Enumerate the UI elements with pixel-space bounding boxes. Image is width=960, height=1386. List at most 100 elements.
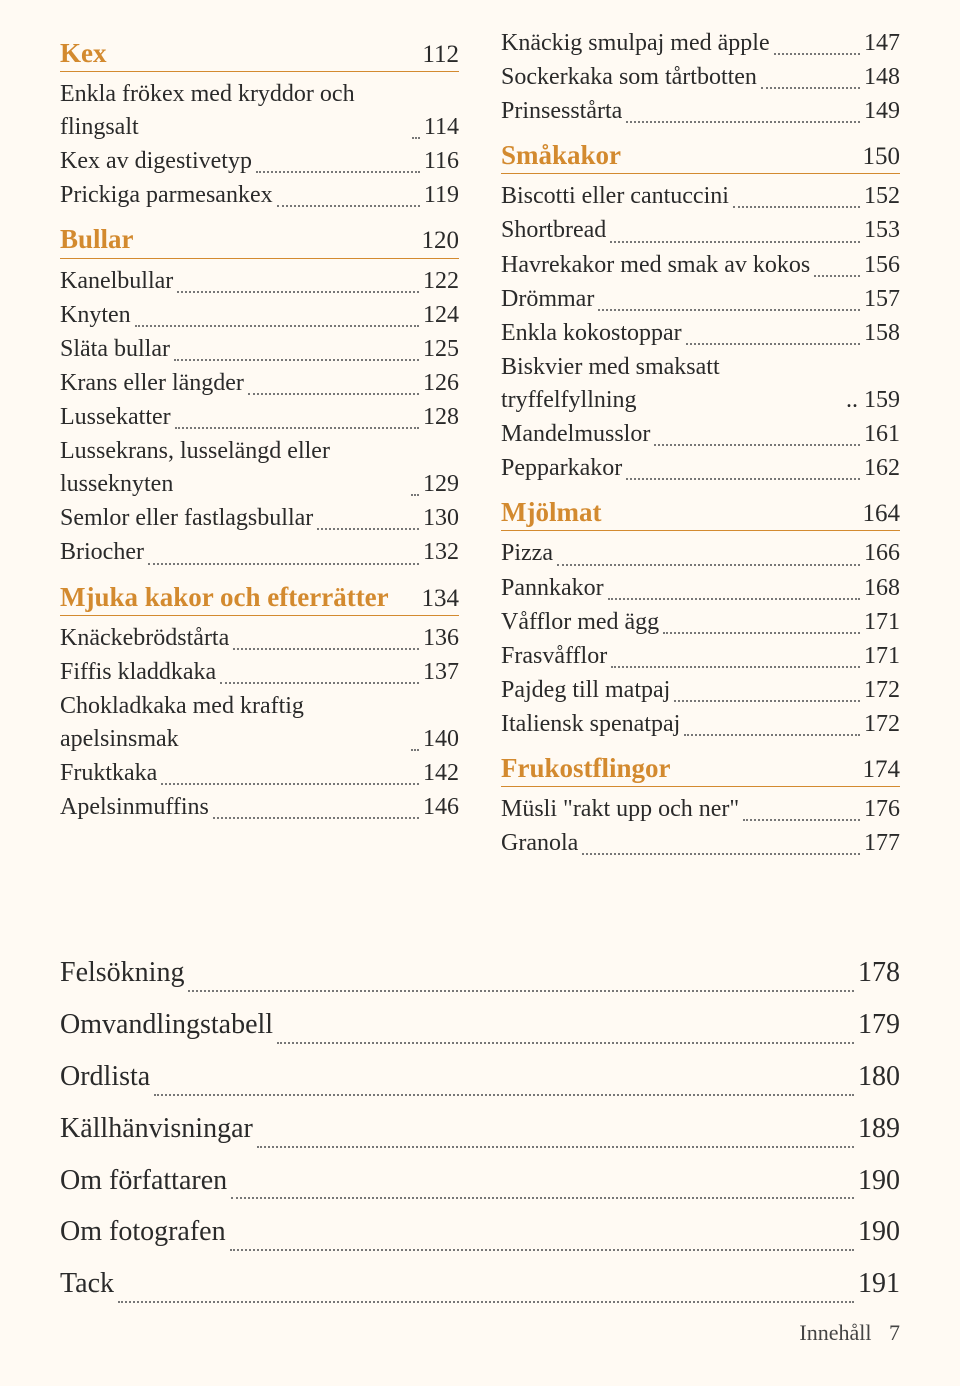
toc-entry-leader-dots <box>257 1146 854 1148</box>
toc-entry: Våfflor med ägg171 <box>501 606 900 639</box>
toc-entry-page: 119 <box>424 179 459 212</box>
toc-entry-label: Prickiga parmesankex <box>60 179 273 212</box>
toc-entry: Knyten124 <box>60 299 459 332</box>
toc-section-page: 150 <box>863 143 901 171</box>
toc-entry-page: 132 <box>423 536 459 569</box>
toc-entry-leader-dots <box>175 406 419 429</box>
toc-entry-label: Våfflor med ägg <box>501 606 659 639</box>
toc-entry-page: 146 <box>423 791 459 824</box>
toc-section-title: Mjölmat <box>501 497 601 528</box>
toc-entry: Biscotti eller cantuccini152 <box>501 180 900 213</box>
toc-entry-label: Ordlista <box>60 1051 150 1103</box>
toc-entry: Enkla frökex med kryddor och flingsalt 11… <box>60 78 459 144</box>
toc-entry: Om författaren190 <box>60 1155 900 1207</box>
toc-entry-page: 180 <box>858 1051 900 1103</box>
toc-entry: Pannkakor168 <box>501 572 900 605</box>
toc-section-page: 164 <box>863 500 901 528</box>
toc-entry: Briocher132 <box>60 536 459 569</box>
toc-entry: Om fotografen190 <box>60 1206 900 1258</box>
toc-entry: Kanelbullar122 <box>60 265 459 298</box>
toc-entry-label: Tack <box>60 1258 114 1310</box>
toc-entry: Enkla kokostoppar158 <box>501 317 900 350</box>
toc-entry-label: Enkla frökex med kryddor och flingsalt <box>60 78 408 144</box>
toc-entry-label: Chokladkaka med kraftig apelsinsmak <box>60 690 407 756</box>
toc-entry-page: 149 <box>864 95 900 128</box>
toc-entry-label: Mandelmusslor <box>501 418 650 451</box>
toc-entry-leader-dots <box>233 627 419 650</box>
toc-appendix: Felsökning178Omvandlingstabell179Ordlist… <box>60 947 900 1310</box>
toc-entry-page: 114 <box>424 111 459 144</box>
toc-entry-label: Drömmar <box>501 283 594 316</box>
toc-entry-page: 125 <box>423 333 459 366</box>
footer-label: Innehåll <box>799 1320 871 1345</box>
toc-entry: Ordlista 180 <box>60 1051 900 1103</box>
toc-entry-page: 157 <box>864 283 900 316</box>
toc-entry-leader-dots <box>412 116 420 139</box>
toc-entry-leader-dots <box>231 1197 854 1199</box>
toc-entry-leader-dots <box>610 220 860 243</box>
toc-section-heading: Bullar120 <box>60 224 459 258</box>
toc-entry-leader-dots <box>118 1301 854 1303</box>
toc-entry-label: Fiffis kladdkaka <box>60 656 216 689</box>
toc-section-title: Mjuka kakor och efterrätter <box>60 582 389 613</box>
toc-section-title: Kex <box>60 38 107 69</box>
toc-entry-label: Om fotografen <box>60 1206 226 1258</box>
footer-page-number: 7 <box>889 1320 900 1345</box>
toc-section-page: 120 <box>422 227 460 255</box>
toc-entry-page: 166 <box>864 537 900 570</box>
toc-entry-label: Prinsesstårta <box>501 95 622 128</box>
toc-entry-label: Semlor eller fastlagsbullar <box>60 502 313 535</box>
toc-entry-page: 137 <box>423 656 459 689</box>
toc-entry-label: Släta bullar <box>60 333 170 366</box>
toc-entry-leader-dots <box>582 833 860 856</box>
toc-entry-leader-dots <box>154 1094 854 1096</box>
toc-entry: Sockerkaka som tårtbotten148 <box>501 61 900 94</box>
toc-entry: Biskvier med smaksatt tryffelfyllning.. … <box>501 351 900 417</box>
toc-entry-page: 153 <box>864 214 900 247</box>
toc-entry-label: Biscotti eller cantuccini <box>501 180 729 213</box>
toc-entry-label: Italiensk spenatpaj <box>501 708 680 741</box>
toc-entry-page: 171 <box>864 640 900 673</box>
toc-entry-label: Sockerkaka som tårtbotten <box>501 61 757 94</box>
toc-entry-page: 172 <box>864 674 900 707</box>
toc-entry: Lussekrans, lusselängd eller lusseknyten… <box>60 435 459 501</box>
toc-entry-leader-dots <box>174 338 419 361</box>
toc-entry-page: 161 <box>864 418 900 451</box>
toc-section-heading: Kex112 <box>60 38 459 72</box>
toc-entry: Krans eller längder126 <box>60 367 459 400</box>
toc-entry: Frasvåfflor 171 <box>501 640 900 673</box>
toc-entry-page: 129 <box>423 468 459 501</box>
toc-entry-label: Lussekatter <box>60 401 171 434</box>
toc-entry-label: Om författaren <box>60 1155 227 1207</box>
toc-entry-label: Pepparkakor <box>501 452 622 485</box>
toc-entry-leader-dots <box>626 458 860 481</box>
toc-section-title: Frukostflingor <box>501 753 671 784</box>
toc-entry-leader-dots <box>557 543 860 566</box>
toc-entry-label: Felsökning <box>60 947 184 999</box>
toc-entry-label: Apelsinmuffins <box>60 791 209 824</box>
toc-entry-page: 177 <box>864 827 900 860</box>
toc-entry-label: Frasvåfflor <box>501 640 607 673</box>
toc-entry-leader-dots <box>411 728 419 751</box>
toc-entry-leader-dots <box>774 32 860 55</box>
toc-entry-label: Biskvier med smaksatt tryffelfyllning <box>501 351 846 417</box>
toc-section-heading: Mjuka kakor och efterrätter134 <box>60 582 459 616</box>
toc-entry-label: Pizza <box>501 537 553 570</box>
toc-entry: Lussekatter128 <box>60 401 459 434</box>
toc-section-heading: Småkakor 150 <box>501 140 900 174</box>
toc-entry-page: 142 <box>423 757 459 790</box>
toc-entry: Pepparkakor162 <box>501 452 900 485</box>
toc-entry: Shortbread 153 <box>501 214 900 247</box>
toc-entry-leader-dots <box>220 661 419 684</box>
toc-entry-page: 158 <box>864 317 900 350</box>
toc-entry-leader-dots <box>248 372 419 395</box>
toc-entry: Semlor eller fastlagsbullar130 <box>60 502 459 535</box>
toc-entry-leader-dots <box>674 679 860 702</box>
toc-entry-page: 140 <box>423 723 459 756</box>
toc-entry-page: 168 <box>864 572 900 605</box>
toc-entry-label: Shortbread <box>501 214 606 247</box>
toc-section-title: Småkakor <box>501 140 621 171</box>
toc-right-column: Knäckig smulpaj med äpple147Sockerkaka s… <box>501 26 900 861</box>
toc-entry-leader-dots <box>161 762 419 785</box>
toc-entry-label: Granola <box>501 827 578 860</box>
